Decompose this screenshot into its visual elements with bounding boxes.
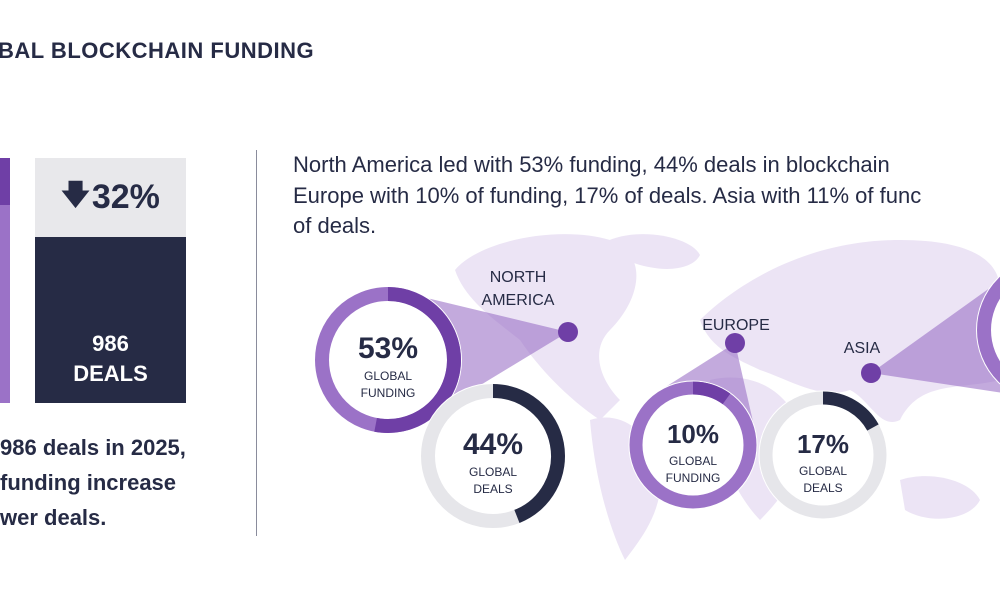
deals-count: 986	[92, 331, 129, 356]
deals-caption: DEALS	[473, 482, 512, 496]
connector-cone	[426, 297, 568, 408]
funding-value-label: 10%	[667, 419, 719, 449]
region-dot	[861, 363, 881, 383]
region-label: ASIA	[844, 340, 881, 357]
connector-cone	[871, 287, 1000, 393]
summary-line: funding increase	[0, 470, 177, 495]
funding-caption: GLOBAL	[364, 369, 412, 383]
deals-change: 🡇 32%	[35, 158, 186, 237]
summary-line: wer deals.	[0, 505, 107, 530]
region-label: AMERICA	[482, 292, 555, 309]
deals-value-label: 17%	[797, 429, 849, 459]
description-line: of deals.	[293, 213, 377, 238]
funding-donut-arc	[374, 287, 461, 433]
donut-background	[758, 390, 888, 520]
description-line: Europe with 10% of funding, 17% of deals…	[293, 182, 922, 208]
funding-value-label: 53%	[358, 332, 418, 365]
divider	[256, 150, 257, 536]
description-line: North America led with 53% funding, 44% …	[293, 152, 890, 177]
region-label: EUROPE	[702, 317, 770, 334]
summary-text: 986 deals in 2025, funding increase wer …	[0, 430, 234, 535]
funding-bar-increase	[0, 158, 10, 205]
deals-change-value: 32%	[91, 178, 160, 216]
funding-donut-arc	[692, 381, 731, 405]
description: North America led with 53% funding, 44% …	[293, 150, 921, 242]
deals-donut-arc	[822, 391, 879, 431]
funding-bar	[0, 205, 10, 403]
funding-caption: FUNDING	[361, 386, 416, 400]
donut-background	[420, 383, 566, 529]
deals-bar: 986 DEALS	[35, 237, 186, 403]
region-dot	[725, 333, 745, 353]
deals-caption: DEALS	[803, 481, 842, 495]
deals-value-label: 44%	[463, 428, 523, 461]
deals-unit: DEALS	[73, 361, 148, 386]
region-dot	[558, 322, 578, 342]
arrow-down-icon: 🡇	[61, 178, 90, 210]
donut-background	[314, 286, 462, 434]
page-title: BAL BLOCKCHAIN FUNDING	[0, 38, 315, 63]
deals-donut-arc	[492, 384, 565, 523]
deals-caption: GLOBAL	[469, 465, 517, 479]
deals-caption: GLOBAL	[799, 464, 847, 478]
donut-background	[628, 380, 758, 510]
funding-caption: FUNDING	[666, 471, 721, 485]
region-label: NORTH	[490, 269, 547, 286]
summary-line: 986 deals in 2025,	[0, 435, 186, 460]
funding-caption: GLOBAL	[669, 454, 717, 468]
funding-donut-track	[977, 276, 1000, 384]
